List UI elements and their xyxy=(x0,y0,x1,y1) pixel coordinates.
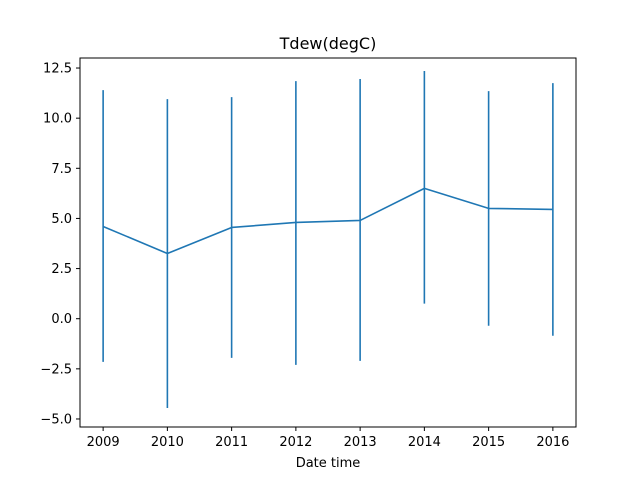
y-tick-label: 5.0 xyxy=(51,212,72,227)
x-tick-label: 2009 xyxy=(87,435,120,450)
x-tick-label: 2015 xyxy=(472,435,505,450)
x-axis-label: Date time xyxy=(296,456,361,471)
y-tick-label: 2.5 xyxy=(51,262,72,277)
y-tick-label: 10.0 xyxy=(43,112,72,127)
plot-area xyxy=(102,71,554,408)
y-tick-label: 7.5 xyxy=(51,162,72,177)
x-tick-label: 2010 xyxy=(151,435,184,450)
series-line xyxy=(102,187,553,255)
x-tick-label: 2016 xyxy=(536,435,569,450)
y-tick-label: 12.5 xyxy=(43,62,72,77)
axes-frame xyxy=(79,57,577,428)
y-tick-label: −5.0 xyxy=(40,412,72,427)
x-tick-label: 2014 xyxy=(408,435,441,450)
x-tick-label: 2011 xyxy=(215,435,248,450)
x-tick-label: 2012 xyxy=(279,435,312,450)
y-tick-label: −2.5 xyxy=(40,362,72,377)
x-tick-label: 2013 xyxy=(344,435,377,450)
chart-title: Tdew(degC) xyxy=(279,34,377,53)
y-tick-label: 0.0 xyxy=(51,312,72,327)
